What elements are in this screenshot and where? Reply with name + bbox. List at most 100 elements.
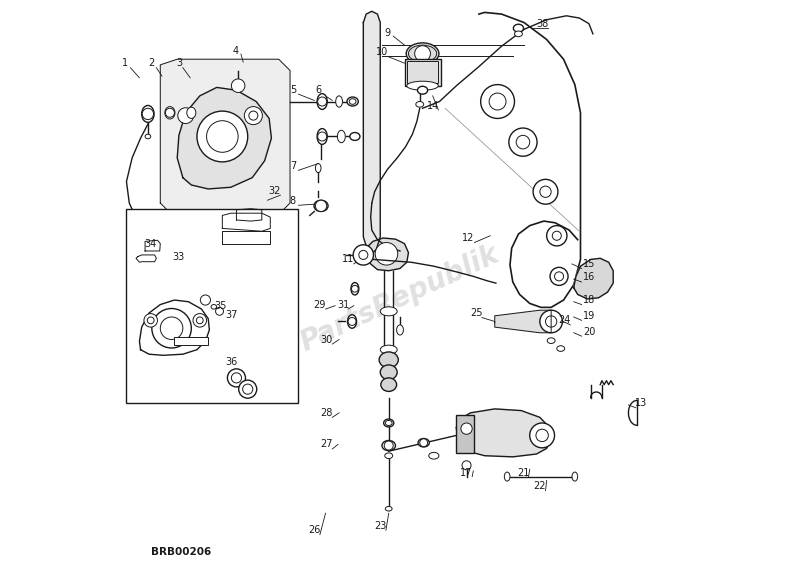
- Text: 4: 4: [232, 46, 238, 56]
- Circle shape: [550, 267, 568, 285]
- Circle shape: [481, 85, 514, 118]
- Ellipse shape: [418, 86, 428, 94]
- Circle shape: [318, 132, 326, 141]
- Ellipse shape: [385, 453, 393, 459]
- Circle shape: [536, 429, 548, 442]
- Ellipse shape: [179, 258, 190, 265]
- Text: 1: 1: [122, 58, 128, 68]
- Circle shape: [540, 310, 562, 333]
- Ellipse shape: [350, 99, 356, 104]
- Text: 14: 14: [426, 101, 439, 111]
- Bar: [406, 61, 438, 83]
- Circle shape: [206, 121, 238, 152]
- Circle shape: [142, 108, 154, 120]
- Text: 12: 12: [462, 233, 474, 243]
- Ellipse shape: [211, 305, 217, 309]
- Circle shape: [144, 314, 158, 327]
- Text: 26: 26: [308, 525, 321, 535]
- Circle shape: [546, 316, 557, 327]
- Ellipse shape: [142, 105, 154, 122]
- Circle shape: [315, 200, 326, 212]
- Circle shape: [530, 423, 554, 448]
- Text: 15: 15: [582, 259, 595, 269]
- Circle shape: [196, 317, 203, 324]
- Circle shape: [552, 231, 562, 240]
- Circle shape: [353, 245, 374, 265]
- Text: 10: 10: [376, 47, 388, 57]
- Circle shape: [244, 107, 262, 125]
- Ellipse shape: [386, 421, 392, 426]
- Ellipse shape: [145, 134, 150, 139]
- Ellipse shape: [317, 129, 327, 144]
- Ellipse shape: [406, 81, 438, 90]
- Text: 38: 38: [536, 19, 548, 29]
- Circle shape: [231, 373, 242, 383]
- Text: 6: 6: [315, 85, 322, 95]
- Text: 22: 22: [534, 481, 546, 491]
- Text: 19: 19: [583, 311, 595, 321]
- Ellipse shape: [380, 345, 397, 354]
- Circle shape: [197, 111, 248, 162]
- Text: 25: 25: [470, 308, 482, 318]
- Circle shape: [318, 97, 326, 106]
- Bar: [405, 59, 441, 86]
- Ellipse shape: [514, 24, 523, 32]
- Circle shape: [489, 93, 506, 110]
- Text: 11: 11: [342, 254, 354, 265]
- Circle shape: [546, 226, 567, 246]
- Polygon shape: [494, 310, 551, 333]
- Text: 13: 13: [635, 398, 647, 408]
- Text: 30: 30: [321, 334, 333, 345]
- Ellipse shape: [429, 452, 439, 459]
- Text: 9: 9: [385, 28, 390, 38]
- Circle shape: [193, 314, 206, 327]
- Ellipse shape: [381, 378, 397, 391]
- Text: 24: 24: [558, 315, 571, 325]
- Text: 32: 32: [269, 186, 281, 196]
- Circle shape: [166, 108, 174, 117]
- Text: 36: 36: [226, 357, 238, 367]
- Ellipse shape: [317, 94, 327, 109]
- Text: 23: 23: [374, 521, 386, 531]
- Circle shape: [227, 369, 246, 387]
- Ellipse shape: [557, 346, 565, 351]
- Circle shape: [509, 128, 537, 156]
- Circle shape: [375, 243, 398, 265]
- Circle shape: [359, 250, 368, 259]
- Text: 17: 17: [460, 468, 473, 478]
- Polygon shape: [366, 238, 409, 271]
- Text: 35: 35: [214, 301, 227, 311]
- Text: 31: 31: [338, 299, 350, 310]
- Text: 21: 21: [517, 468, 529, 478]
- Bar: [126, 209, 298, 403]
- Ellipse shape: [409, 45, 437, 62]
- Circle shape: [414, 46, 430, 61]
- Text: 3: 3: [176, 58, 182, 68]
- Text: 2: 2: [149, 58, 155, 68]
- Circle shape: [351, 285, 358, 292]
- Text: 33: 33: [173, 252, 185, 262]
- Bar: [456, 415, 474, 453]
- Polygon shape: [456, 409, 551, 457]
- Circle shape: [200, 295, 210, 305]
- Polygon shape: [178, 87, 271, 189]
- Polygon shape: [363, 11, 380, 254]
- Ellipse shape: [347, 97, 358, 106]
- Circle shape: [554, 272, 563, 281]
- Ellipse shape: [382, 440, 395, 451]
- Ellipse shape: [336, 96, 342, 107]
- Text: PartsRepublik: PartsRepublik: [296, 240, 504, 358]
- Circle shape: [540, 186, 551, 197]
- Ellipse shape: [386, 506, 392, 511]
- Polygon shape: [222, 213, 270, 231]
- Circle shape: [242, 384, 253, 394]
- Text: 8: 8: [290, 196, 296, 206]
- Ellipse shape: [406, 43, 439, 64]
- Polygon shape: [136, 255, 156, 262]
- Circle shape: [147, 317, 154, 324]
- Ellipse shape: [187, 107, 196, 118]
- Circle shape: [384, 441, 394, 450]
- Polygon shape: [222, 231, 270, 244]
- Circle shape: [533, 179, 558, 204]
- Circle shape: [420, 439, 428, 447]
